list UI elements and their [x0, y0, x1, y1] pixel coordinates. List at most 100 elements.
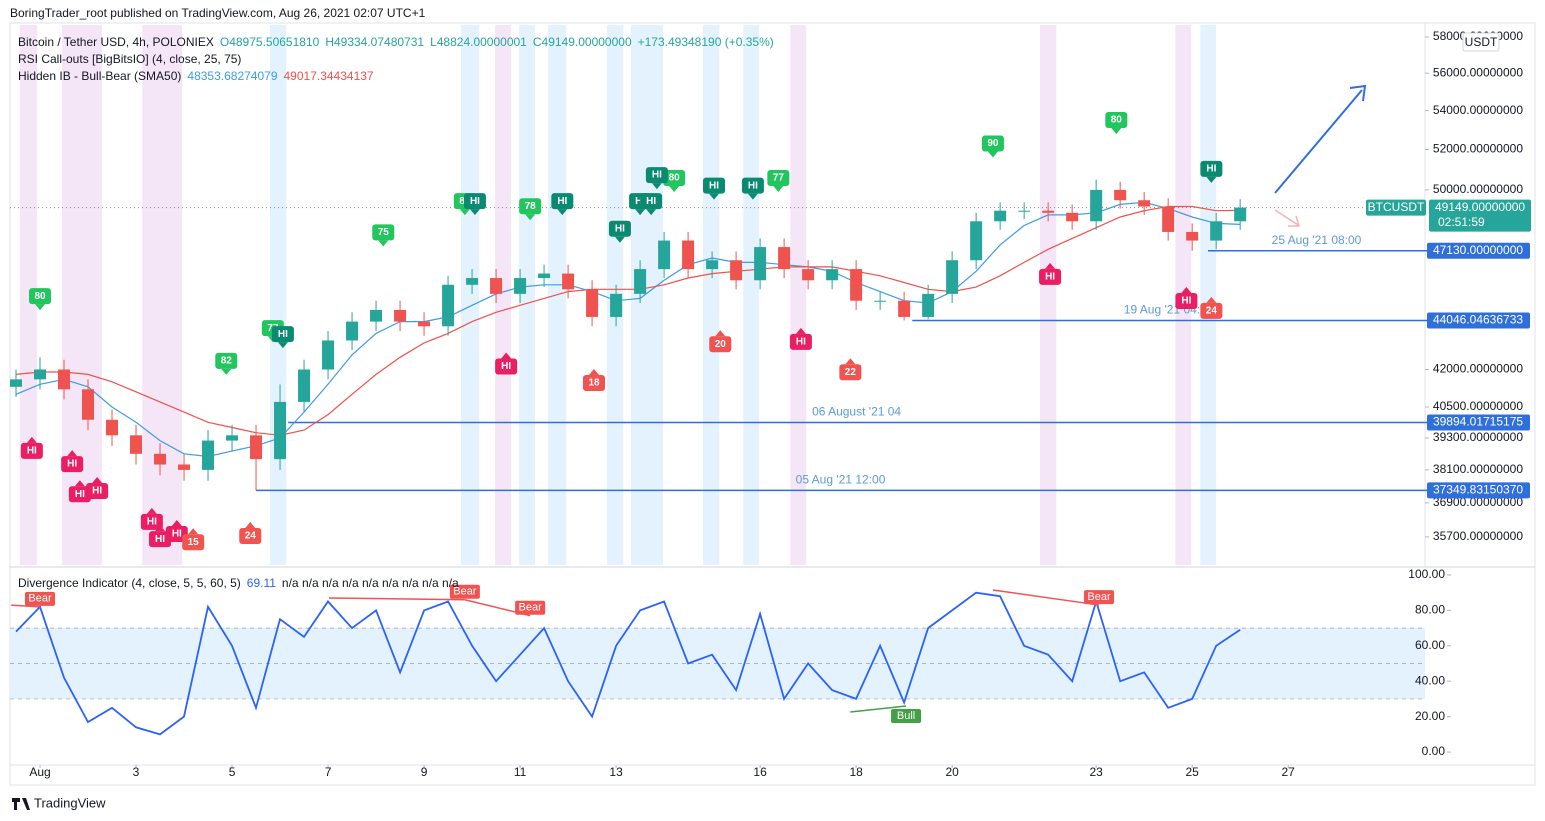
marker-label: 24: [245, 531, 257, 542]
level-price-box: [1427, 312, 1530, 329]
marker-label: HI: [709, 180, 719, 191]
signal-marker: 15: [182, 528, 205, 551]
divergence-line: [850, 705, 907, 713]
moving-average: [15, 205, 1241, 436]
currency-box: [1462, 32, 1500, 52]
x-tick-label: 23: [1089, 765, 1103, 779]
divergence-box: [25, 591, 56, 606]
frame: [9, 22, 1536, 786]
plot: 58000.0000000056000.0000000054000.000000…: [9, 22, 1536, 786]
marker-box: [149, 531, 172, 548]
brand: TradingView: [34, 795, 106, 810]
price-tag-label: 49149.00000000: [1435, 200, 1525, 214]
marker-label: HI: [155, 534, 165, 545]
marker-box: [767, 169, 790, 186]
marker-pointer: [715, 330, 726, 337]
marker-label: 22: [845, 367, 857, 378]
marker-box: [215, 352, 238, 369]
marker-pointer: [245, 522, 256, 529]
marker-pointer: [501, 352, 512, 359]
marker-pointer: [1045, 262, 1056, 269]
level-price-box: [1427, 414, 1530, 431]
highlight-zone: [630, 25, 664, 565]
marker-label: HI: [27, 446, 37, 457]
signal-marker: 75: [372, 224, 395, 247]
marker-box: [1200, 160, 1223, 177]
candle-body: [178, 464, 191, 470]
logo: [12, 798, 30, 810]
y-tick-label: 100.00: [1408, 567, 1445, 581]
highlight-zone: [743, 25, 760, 565]
legend-divergence: Divergence Indicator (4, close, 5, 5, 60…: [18, 576, 459, 590]
candle-body: [514, 278, 527, 294]
marker-label: HI: [615, 223, 625, 234]
signal-marker: 22: [839, 358, 862, 381]
candle-body: [346, 321, 359, 341]
marker-label: 80: [669, 173, 681, 184]
candle-body: [1234, 207, 1247, 222]
signal-marker: HI: [140, 507, 163, 530]
y-tick-label: 56000.00000000: [1433, 65, 1523, 79]
candle-body: [58, 369, 71, 390]
legend-rsi: RSI Call-outs [BigBitsIO] (4, close, 25,…: [18, 52, 241, 66]
marker-pointer: [74, 480, 85, 487]
marker-pointer: [646, 209, 657, 216]
highlight-zone: [461, 25, 480, 565]
published-line: BoringTrader_root published on TradingVi…: [10, 6, 426, 20]
highlight-zone: [1200, 25, 1217, 565]
marker-pointer: [378, 240, 389, 247]
marker-box: [663, 169, 686, 186]
marker-box: [1175, 293, 1198, 310]
marker-label: 75: [378, 227, 390, 238]
highlight-zone: [142, 25, 183, 565]
highlight-zone: [1039, 25, 1057, 565]
indicator-title: Divergence Indicator (4, close, 5, 5, 60…: [18, 576, 241, 590]
y-tick-label: 52000.00000000: [1433, 142, 1523, 156]
marker-label: HI: [1181, 296, 1191, 307]
candle-body: [682, 240, 695, 270]
candle-body: [130, 435, 143, 454]
divergence-label: Bear: [453, 586, 477, 598]
candle-body: [994, 210, 1007, 222]
highlight-zone: [19, 25, 38, 565]
ohlc: H49334.07480731: [325, 35, 425, 49]
x-tick-label: 11: [514, 765, 527, 779]
indicator-value: 69.11: [246, 576, 276, 590]
candle-body: [898, 300, 911, 317]
y-tick-label: 20.00: [1415, 709, 1445, 723]
currency-label: USDT: [1465, 35, 1498, 49]
signal-marker: 78: [519, 198, 542, 221]
signal-marker: HI: [608, 220, 631, 243]
signal-marker: 24: [1200, 296, 1223, 319]
indicator-value: 49017.34434137: [283, 69, 374, 83]
divergence-label: Bear: [28, 593, 52, 605]
marker-box: [839, 364, 862, 381]
marker-pointer: [1206, 176, 1217, 183]
candle-body: [466, 278, 479, 285]
y-tick-label: 0.00: [1422, 744, 1446, 758]
highlight-zone: [269, 25, 287, 565]
marker-pointer: [651, 183, 662, 190]
marker-label: 18: [588, 378, 600, 389]
marker-pointer: [614, 236, 625, 243]
signal-marker: HI: [495, 352, 518, 375]
ohlc: O48975.50651810: [219, 35, 320, 49]
marker-box: [463, 193, 486, 210]
level-price-box: [1427, 482, 1530, 499]
marker-box: [608, 220, 631, 237]
candle-body: [1186, 231, 1199, 241]
marker-pointer: [1181, 287, 1192, 294]
marker-pointer: [773, 185, 784, 192]
candle-body: [442, 284, 455, 327]
marker-label: HI: [796, 337, 806, 348]
symbol: Bitcoin / Tether USD, 4h, POLONIEX: [18, 35, 214, 49]
marker-pointer: [669, 185, 680, 192]
arrow-head: [1349, 84, 1367, 102]
signal-marker: HI: [789, 327, 812, 350]
candle-body: [1210, 221, 1223, 241]
marker-label: HI: [1206, 164, 1216, 175]
signal-marker: 80: [663, 169, 686, 192]
marker-pointer: [557, 209, 568, 216]
signal-marker: 77: [767, 169, 790, 192]
candle-body: [10, 379, 23, 387]
